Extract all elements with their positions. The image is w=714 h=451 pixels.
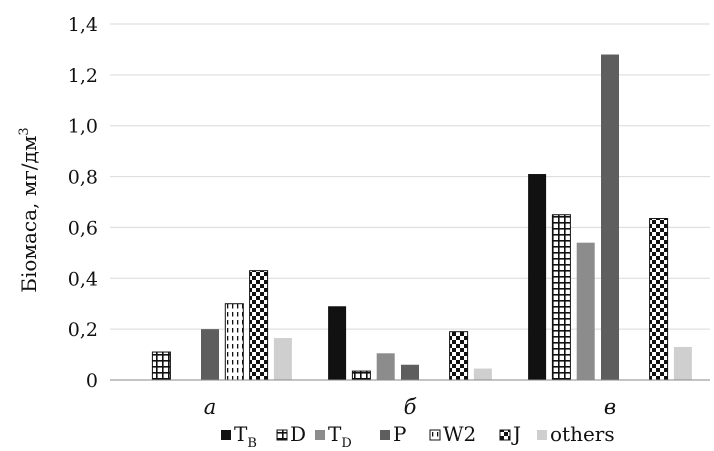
legend-label: D xyxy=(290,422,306,446)
bar-p-0 xyxy=(201,329,219,380)
y-tick-labels: 0 0,2 0,4 0,6 0,8 1,0 1,2 1,4 xyxy=(68,14,98,392)
x-category-labels: а б в xyxy=(204,395,616,419)
bar-d-0 xyxy=(151,351,171,381)
legend-label-text: W2 xyxy=(443,422,476,446)
legend-label: J xyxy=(511,422,521,446)
gridlines xyxy=(110,23,710,330)
x-category-label: б xyxy=(404,395,417,419)
bar-p-1 xyxy=(401,364,419,380)
legend-label: TD xyxy=(328,422,352,451)
x-category-label: в xyxy=(604,395,616,419)
legend-item: P xyxy=(380,422,406,446)
legend-swatch xyxy=(276,429,288,441)
legend-label-text: P xyxy=(393,422,406,446)
bar-p-2 xyxy=(601,54,619,381)
y-tick-label: 0,6 xyxy=(68,217,98,239)
y-tick-label: 0,8 xyxy=(68,167,98,189)
bar-td-2 xyxy=(576,242,595,380)
bars xyxy=(151,54,692,381)
legend-item: TB xyxy=(221,422,257,451)
legend-swatch xyxy=(380,430,390,440)
bar-others-2 xyxy=(673,346,692,380)
y-tick-label: 0,4 xyxy=(68,268,98,290)
legend-label-text: D xyxy=(290,422,306,446)
bar-td-1 xyxy=(376,353,395,380)
legend-label: TB xyxy=(234,422,257,451)
y-tick-label: 1,0 xyxy=(68,116,98,138)
legend-swatch xyxy=(499,429,511,441)
bar-tb-1 xyxy=(328,306,347,380)
legend-label-text: T xyxy=(328,422,342,446)
y-axis-label-superscript: 3 xyxy=(17,127,32,135)
bar-d-2 xyxy=(551,214,571,381)
legend-swatch xyxy=(429,429,441,441)
legend-item: D xyxy=(276,422,306,446)
bar-others-0 xyxy=(273,338,292,380)
legend-swatch xyxy=(221,430,231,440)
bar-others-1 xyxy=(473,368,492,380)
legend-label-subscript: B xyxy=(247,436,257,451)
bar-j-0 xyxy=(249,270,269,381)
legend-label-text: T xyxy=(234,422,248,446)
y-tick-label: 0,2 xyxy=(68,319,98,341)
legend-label-text: J xyxy=(511,422,521,446)
legend-swatch xyxy=(537,430,547,440)
bar-tb-2 xyxy=(528,174,547,380)
legend-label: others xyxy=(550,422,615,446)
y-tick-label: 0 xyxy=(86,370,98,392)
bar-j-1 xyxy=(449,331,469,381)
y-tick-label: 1,4 xyxy=(68,14,98,36)
bar-w2-0 xyxy=(224,303,244,381)
legend-item: TD xyxy=(315,422,352,451)
legend-item: others xyxy=(537,422,615,446)
bar-j-2 xyxy=(649,218,669,381)
bar-d-1 xyxy=(351,370,371,381)
y-axis-label-text: Біомаса, мг/дм xyxy=(17,136,41,293)
legend-swatch xyxy=(315,430,325,440)
legend-label-subscript: D xyxy=(341,436,351,451)
y-axis-label: Біомаса, мг/дм3 xyxy=(17,127,41,292)
x-category-label: а xyxy=(204,395,217,419)
legend-label-text: others xyxy=(550,422,615,446)
legend-item: J xyxy=(499,422,521,446)
legend-item: W2 xyxy=(429,422,476,446)
legend-label: P xyxy=(393,422,406,446)
legend-label: W2 xyxy=(443,422,476,446)
y-tick-label: 1,2 xyxy=(68,65,98,87)
